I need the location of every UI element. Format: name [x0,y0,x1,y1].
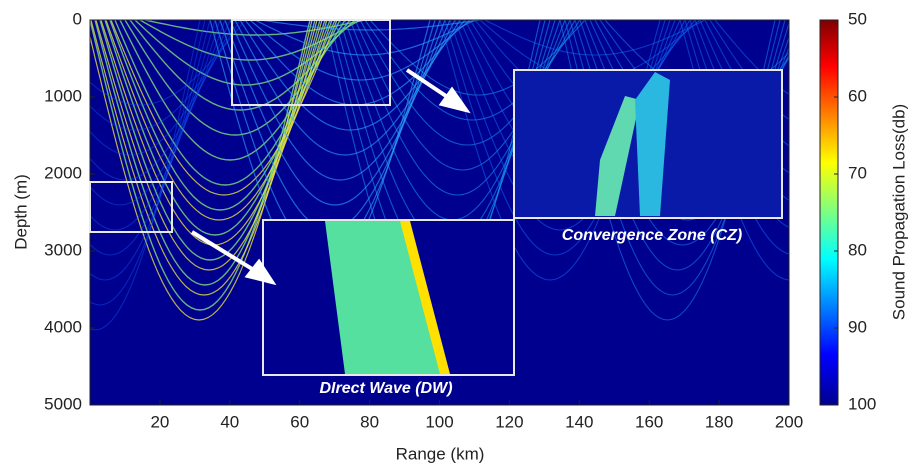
y-tick-label: 1000 [44,86,82,105]
ray [90,20,201,331]
arrows [190,68,471,286]
ray [134,20,356,86]
ray [90,20,216,256]
y-tick-label: 4000 [44,317,82,336]
ray [90,20,231,181]
ray [234,20,456,156]
ray [254,20,476,56]
ray [110,20,338,196]
ray [109,20,331,211]
x-tick-label: 160 [635,412,663,431]
colorbar-tick-label: 90 [848,317,867,336]
x-tick-label: 120 [495,412,523,431]
ray [224,20,446,206]
ray [90,20,241,131]
ray [265,20,485,21]
x-tick-label: 200 [775,412,803,431]
x-tick-label: 60 [290,412,309,431]
ray [239,20,461,131]
ray [714,20,789,95]
ray [259,20,481,31]
ray [144,20,366,36]
y-axis-label: Depth (m) [11,174,30,250]
colorbar-tick-label: 100 [848,394,876,413]
ray [90,20,211,281]
ray [90,20,236,156]
ray [139,20,361,61]
x-tick-label: 40 [220,412,239,431]
colorbar-tick-label: 50 [848,9,867,28]
ray [90,20,226,206]
ray [249,20,471,81]
x-tick-label: 100 [425,412,453,431]
ray [155,20,375,21]
x-tick-label: 140 [565,412,593,431]
colorbar-tick-label: 60 [848,86,867,105]
ray [119,20,341,161]
annotation: Convergence Zone (CZ) [562,227,742,244]
x-axis-label: Range (km) [396,444,485,463]
ray [229,20,451,181]
y-tick-label: 0 [73,9,82,28]
x-tick-label: 20 [150,412,169,431]
x-tick-label: 80 [360,412,379,431]
ray [369,20,586,96]
colorbar-tick-label: 80 [848,240,867,259]
y-tick-label: 2000 [44,163,82,182]
colorbar-label: Sound Propagation Loss(db) [889,104,908,320]
y-tick-label: 5000 [44,394,82,413]
ray [150,20,370,21]
colorbar-tick-label: 70 [848,163,867,182]
annotation: DIrect Wave (DW) [319,380,452,397]
ray [90,20,206,306]
x-tick-label: 180 [705,412,733,431]
ray [129,20,351,111]
ray [105,20,333,221]
ray [90,20,246,106]
ray [484,20,706,56]
y-tick-label: 3000 [44,240,82,259]
colorbar [819,19,839,406]
inset-detail [325,72,670,374]
ray [90,20,221,231]
